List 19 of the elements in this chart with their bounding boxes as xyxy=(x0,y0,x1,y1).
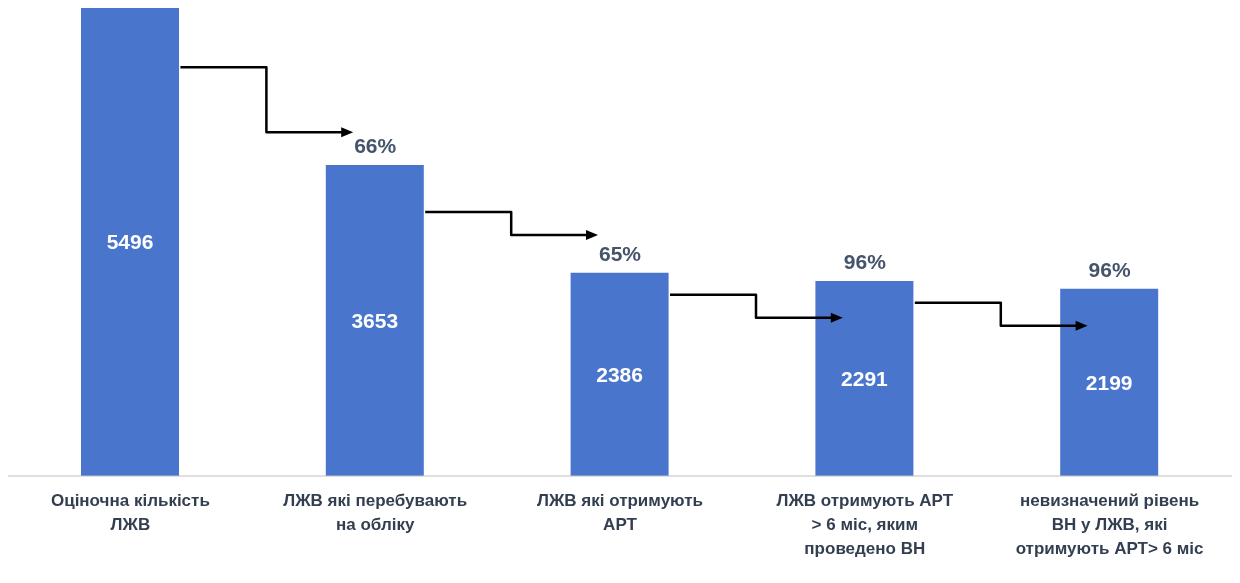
annotation: 96% xyxy=(1088,257,1131,281)
bar xyxy=(815,280,914,476)
data-label: 2386 xyxy=(596,362,643,386)
x-tick-label: ЛЖВ отримують АРТ > 6 міс, яким проведено ВН xyxy=(776,491,954,558)
x-tick-label: ЛЖВ які отримують АРТ xyxy=(537,491,703,534)
bar xyxy=(81,8,179,476)
bar xyxy=(570,272,669,476)
bar xyxy=(1060,288,1159,476)
x-tick-label: невизначений рівень ВН у ЛЖВ, які отримують АРТ> 6 міс xyxy=(1015,491,1204,558)
bar xyxy=(325,164,424,476)
x-tick-label: ЛЖВ які перебувають на обліку xyxy=(283,491,468,534)
data-label: 2291 xyxy=(841,366,889,390)
annotation: 96% xyxy=(843,249,887,273)
annotation: 66% xyxy=(354,133,397,157)
data-label: 2199 xyxy=(1085,370,1133,394)
annotation: 65% xyxy=(598,241,642,265)
data-label: 5496 xyxy=(106,230,154,254)
data-label: 3653 xyxy=(351,308,399,332)
x-tick-label: Оціночна кількість ЛЖВ xyxy=(50,491,210,534)
